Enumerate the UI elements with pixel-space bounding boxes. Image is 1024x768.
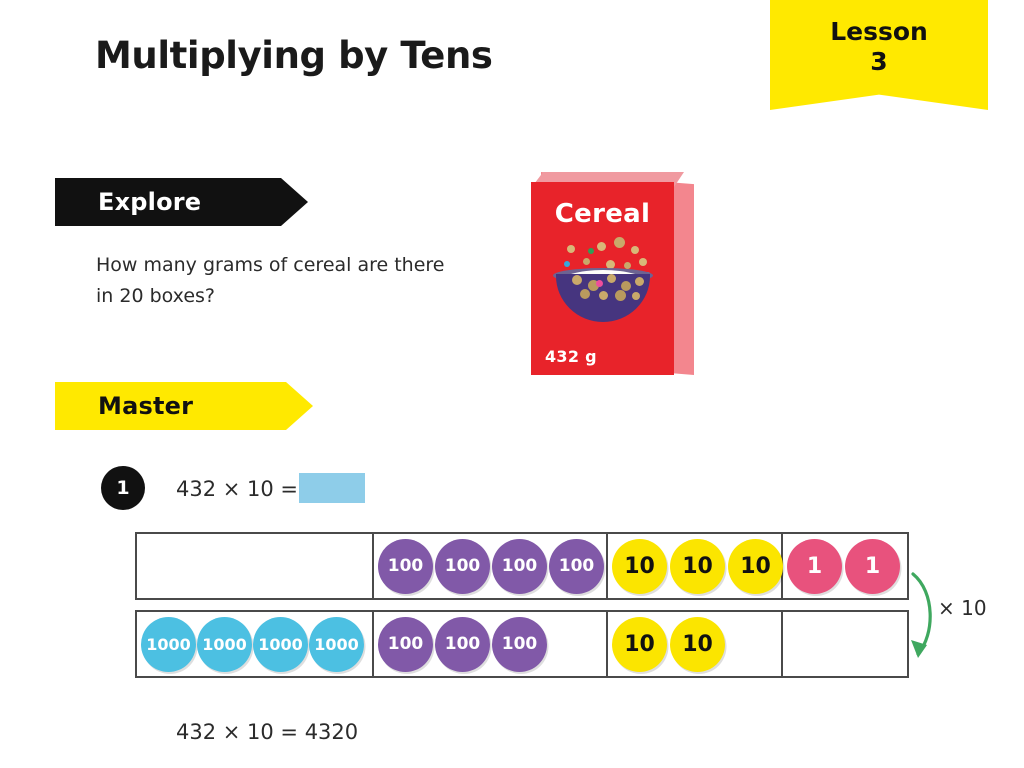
cereal-bit-icon	[615, 290, 626, 301]
counter-1000: 1000	[197, 616, 252, 672]
counter-1000: 1000	[253, 616, 308, 672]
cereal-bit-icon	[635, 277, 644, 286]
question-1-equation: 432 × 10 =	[176, 477, 299, 501]
cell-ones: 1 1	[783, 534, 907, 598]
cereal-bit-icon	[624, 262, 631, 269]
place-value-row-after: 1000 1000 1000 1000 100 100 100 10 10	[135, 610, 909, 678]
cell-hundreds: 100 100 100 100	[374, 534, 608, 598]
cereal-bit-icon	[572, 275, 582, 285]
cereal-bit-icon	[596, 280, 603, 287]
lesson-banner-number: 3	[870, 46, 888, 76]
cereal-box-brand-label: Cereal	[554, 199, 651, 229]
section-banner-explore-label: Explore	[98, 188, 202, 216]
counter-10: 10	[670, 616, 725, 672]
counter-100: 100	[492, 538, 547, 594]
counter-100: 100	[492, 616, 547, 672]
cereal-bit-icon	[583, 258, 590, 265]
counter-100: 100	[435, 538, 490, 594]
explore-question-text: How many grams of cereal are there in 20…	[96, 254, 445, 307]
section-banner-explore: Explore	[55, 178, 308, 226]
question-number-badge: 1	[101, 466, 145, 510]
place-value-row-before: 100 100 100 100 10 10 10 1 1	[135, 532, 909, 600]
cereal-bit-icon	[588, 280, 599, 291]
counter-1000: 1000	[141, 616, 196, 672]
cereal-bit-icon	[621, 281, 631, 291]
cereal-bit-icon	[599, 291, 608, 300]
final-answer-equation: 432 × 10 = 4320	[176, 720, 359, 744]
cell-ones	[783, 612, 907, 676]
cereal-bit-icon	[632, 292, 640, 300]
cereal-bit-icon	[606, 260, 615, 269]
lesson-banner-label: Lesson	[830, 17, 928, 46]
cereal-bit-icon	[597, 242, 606, 251]
page-title: Multiplying by Tens	[95, 34, 493, 77]
multiply-by-ten-arrow-icon	[911, 572, 932, 658]
section-banner-master-label: Master	[98, 392, 194, 420]
cell-thousands: 1000 1000 1000 1000	[137, 612, 374, 676]
cell-hundreds: 100 100 100	[374, 612, 608, 676]
counter-10: 10	[612, 616, 667, 672]
answer-input-box[interactable]	[299, 473, 365, 503]
cereal-bit-icon	[607, 274, 616, 283]
counter-1: 1	[845, 538, 900, 594]
place-value-chart: 100 100 100 100 10 10 10 1 1 1000 1000 1…	[135, 532, 909, 678]
cereal-bit-icon	[580, 289, 590, 299]
counter-10: 10	[728, 538, 783, 594]
lesson-banner: Lesson 3	[770, 0, 988, 110]
counter-10: 10	[612, 538, 667, 594]
counter-100: 100	[549, 538, 604, 594]
cell-thousands	[137, 534, 374, 598]
multiply-by-ten-label: × 10	[938, 596, 987, 620]
cereal-box-weight-label: 432 g	[545, 347, 597, 366]
counter-100: 100	[378, 616, 433, 672]
cereal-bit-icon	[567, 245, 575, 253]
section-banner-master: Master	[55, 382, 313, 430]
cereal-bit-icon	[639, 258, 647, 266]
counter-10: 10	[670, 538, 725, 594]
cereal-bit-icon	[564, 261, 570, 267]
cell-tens: 10 10 10	[608, 534, 783, 598]
cereal-bit-icon	[631, 246, 639, 254]
cell-tens: 10 10	[608, 612, 783, 676]
counter-100: 100	[435, 616, 490, 672]
cereal-bit-icon	[614, 237, 625, 248]
cereal-box-front-panel: Cereal 432 g	[531, 182, 674, 375]
counter-1: 1	[787, 538, 842, 594]
cereal-box-illustration: Cereal 432 g	[531, 172, 694, 375]
cereal-bit-icon	[588, 248, 594, 254]
counter-1000: 1000	[309, 616, 364, 672]
counter-100: 100	[378, 538, 433, 594]
